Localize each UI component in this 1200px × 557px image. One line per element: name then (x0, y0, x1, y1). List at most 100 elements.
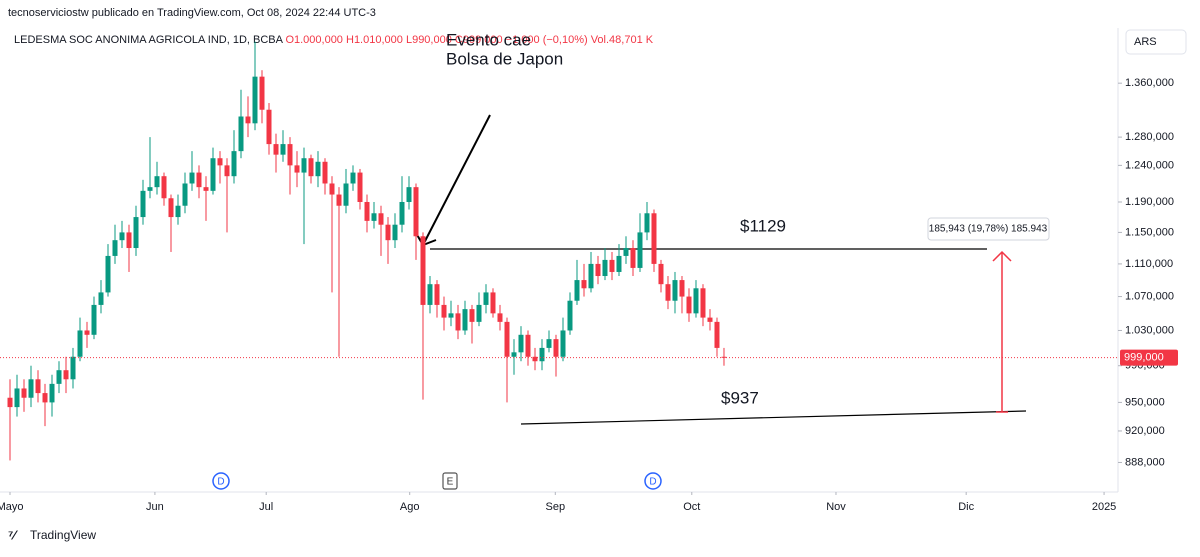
candle-body (525, 334, 531, 357)
candle-body (105, 255, 111, 293)
x-tick-label: Jun (146, 501, 164, 513)
candle-body (672, 280, 678, 301)
candle-body (35, 379, 41, 394)
event-label: E (447, 477, 454, 488)
candle-body (357, 172, 363, 202)
candle-body (308, 158, 314, 177)
candle-body (147, 187, 153, 191)
candle-body (609, 259, 615, 272)
candle-body (231, 151, 237, 177)
candle-body (546, 339, 552, 348)
candle-body (623, 248, 629, 256)
candle-body (693, 288, 699, 314)
candle-body (182, 183, 188, 206)
candle-body (644, 213, 650, 233)
candle-body (336, 194, 342, 206)
y-tick-label: 1.070,000 (1125, 290, 1174, 302)
candle-body (224, 165, 230, 177)
candle-body (70, 356, 76, 380)
y-tick-label: 888,000 (1125, 456, 1165, 468)
candle-body (252, 76, 258, 124)
candle-body (651, 213, 657, 264)
candle-body (259, 76, 265, 110)
measure-label: 185,943 (19,78%) 185.943 (929, 224, 1048, 235)
candle-body (350, 172, 356, 184)
candle-body (161, 176, 167, 199)
candle-body (210, 158, 216, 191)
candle-body (266, 109, 272, 145)
candle-body (126, 232, 132, 249)
currency-label[interactable]: ARS (1134, 36, 1157, 48)
legend-close: C999,000 (455, 34, 503, 46)
event-marker (212, 472, 230, 490)
candle-body (294, 165, 300, 173)
legend-symbol: LEDESMA SOC ANONIMA AGRICOLA IND, 1D, BC… (14, 34, 284, 46)
candle-body (462, 309, 468, 331)
candle-body (490, 292, 496, 314)
last-price-tag (1120, 349, 1178, 366)
legend-open: O1.000,000 (285, 34, 343, 46)
candle-body (238, 116, 244, 152)
candle-body (77, 330, 83, 357)
published-line: tecnoserviciostw publicado en TradingVie… (8, 7, 376, 19)
legend: LEDESMA SOC ANONIMA AGRICOLA IND, 1D, BC… (14, 34, 654, 46)
candle-body (329, 183, 335, 195)
candle-body (119, 232, 125, 241)
candle-body (371, 213, 377, 221)
x-tick-label: Oct (683, 501, 700, 513)
currency-button[interactable] (1125, 29, 1187, 55)
candle-body (14, 388, 20, 408)
candle-body (455, 313, 461, 331)
candle-body (49, 383, 55, 403)
candle-body (518, 334, 524, 353)
candle-body (581, 280, 587, 289)
candle-body (175, 205, 181, 218)
candle-body (406, 187, 412, 202)
candle-body (483, 292, 489, 305)
y-tick-label: 1.030,000 (1125, 324, 1174, 336)
event-marker (442, 472, 458, 490)
candle-body (511, 352, 517, 357)
candle-body (287, 144, 293, 166)
candle-body (616, 255, 622, 272)
candle-body (245, 116, 251, 124)
candle-body (378, 213, 384, 225)
x-tick-label: Nov (826, 501, 846, 513)
support-label: $937 (721, 388, 759, 407)
candle-body (588, 263, 594, 289)
event-arrow (422, 114, 491, 246)
candle-body (469, 309, 475, 322)
last-price-label: 999,000 (1124, 352, 1164, 364)
candle-body (140, 190, 146, 218)
candle-body (441, 304, 447, 318)
candle-body (91, 304, 97, 335)
legend-low: L990,000 (406, 34, 452, 46)
candle-body (343, 183, 349, 206)
candle-body (364, 201, 370, 221)
support-line (520, 410, 1027, 425)
candle-body (707, 317, 713, 322)
candle-body (413, 187, 419, 237)
event-label: D (649, 477, 656, 488)
candle-body (539, 347, 545, 362)
resistance-label: $1129 (740, 216, 786, 235)
candle-body (154, 176, 160, 188)
candle-body (63, 370, 69, 380)
candle-body (112, 240, 118, 256)
measure-arrowhead (992, 250, 1012, 262)
candle-body (280, 144, 286, 155)
candle-body (630, 248, 636, 268)
candle-body (448, 313, 454, 318)
y-tick-label: 1.110,000 (1125, 258, 1173, 270)
y-tick-label: 920,000 (1125, 425, 1165, 437)
candle-body (567, 300, 573, 331)
candle-body (189, 172, 195, 184)
event-text: Bolsa de Japon (446, 49, 563, 68)
candle-body (560, 330, 566, 357)
candle-body (399, 201, 405, 225)
candle-body (595, 263, 601, 277)
candle-body (217, 158, 223, 166)
y-tick-label: 1.280,000 (1125, 131, 1174, 143)
candle-body (679, 280, 685, 297)
